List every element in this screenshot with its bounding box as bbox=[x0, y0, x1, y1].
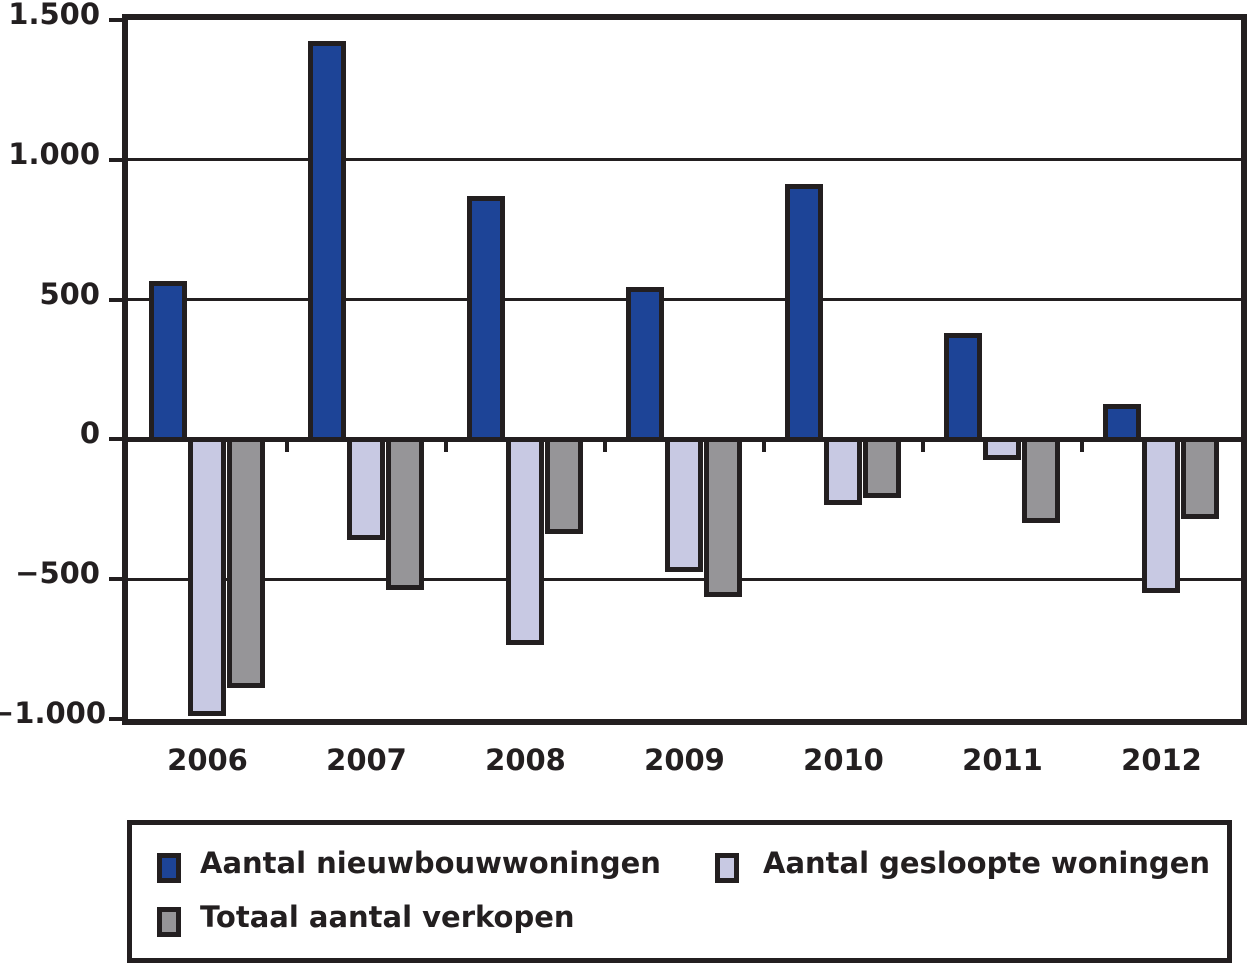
y-tick-label-0: 0 bbox=[79, 416, 100, 451]
bar-aantal-nieuwbouwwoningen-2007 bbox=[308, 40, 346, 443]
bar-aantal-gesloopte-woningen-2006 bbox=[188, 437, 226, 717]
bar-totaal-aantal-verkopen-2006 bbox=[227, 437, 265, 689]
bar-totaal-aantal-verkopen-2011 bbox=[1022, 437, 1060, 524]
x-tick-boundary-5 bbox=[921, 439, 925, 453]
legend-label-totaal-verkopen: Totaal aantal verkopen bbox=[200, 900, 575, 934]
bar-aantal-nieuwbouwwoningen-2012 bbox=[1103, 404, 1141, 443]
y-tick-label--1000: −1.000 bbox=[0, 696, 107, 730]
x-axis-label-2012: 2012 bbox=[1121, 743, 1202, 777]
x-tick-boundary-3 bbox=[603, 439, 607, 453]
y-tick-0 bbox=[109, 437, 122, 442]
bar-aantal-gesloopte-woningen-2011 bbox=[983, 437, 1021, 461]
y-tick-label-500: 500 bbox=[39, 276, 100, 311]
bar-totaal-aantal-verkopen-2008 bbox=[545, 437, 583, 535]
y-tick--500 bbox=[109, 577, 122, 582]
x-axis-label-2010: 2010 bbox=[803, 743, 884, 777]
bar-aantal-gesloopte-woningen-2010 bbox=[824, 437, 862, 506]
y-tick-label-1500: 1.500 bbox=[8, 0, 100, 31]
x-axis-label-2006: 2006 bbox=[167, 743, 248, 777]
x-tick-boundary-1 bbox=[285, 439, 289, 453]
x-tick-boundary-4 bbox=[762, 439, 766, 453]
x-axis-label-2009: 2009 bbox=[644, 743, 725, 777]
x-tick-boundary-2 bbox=[444, 439, 448, 453]
x-axis-label-2007: 2007 bbox=[326, 743, 407, 777]
bar-totaal-aantal-verkopen-2009 bbox=[704, 437, 742, 598]
bar-aantal-gesloopte-woningen-2008 bbox=[506, 437, 544, 645]
bar-aantal-nieuwbouwwoningen-2010 bbox=[785, 183, 823, 443]
legend: Aantal nieuwbouwwoningen Aantal gesloopt… bbox=[127, 820, 1232, 963]
bar-totaal-aantal-verkopen-2012 bbox=[1181, 437, 1219, 520]
legend-label-gesloopte-woningen: Aantal gesloopte woningen bbox=[763, 846, 1211, 880]
plot-area bbox=[109, 14, 1247, 725]
bar-aantal-gesloopte-woningen-2009 bbox=[665, 437, 703, 573]
gridline--500 bbox=[128, 577, 1241, 581]
bar-aantal-nieuwbouwwoningen-2009 bbox=[626, 287, 664, 443]
bar-totaal-aantal-verkopen-2007 bbox=[386, 437, 424, 591]
legend-swatch-totaal-verkopen bbox=[157, 907, 181, 937]
bar-aantal-nieuwbouwwoningen-2008 bbox=[467, 196, 505, 443]
y-tick-1500 bbox=[109, 18, 122, 22]
bar-aantal-gesloopte-woningen-2012 bbox=[1142, 437, 1180, 594]
gridline-500 bbox=[128, 298, 1241, 302]
x-axis-label-2011: 2011 bbox=[962, 743, 1043, 777]
x-axis-label-2008: 2008 bbox=[485, 743, 566, 777]
legend-swatch-gesloopte-woningen bbox=[715, 853, 739, 883]
legend-label-nieuwbouwwoningen: Aantal nieuwbouwwoningen bbox=[200, 846, 661, 880]
y-tick-500 bbox=[109, 297, 122, 302]
y-tick-1000 bbox=[109, 157, 122, 162]
bar-totaal-aantal-verkopen-2010 bbox=[863, 437, 901, 499]
gridline-1000 bbox=[128, 158, 1241, 162]
y-tick-label--500: −500 bbox=[15, 556, 100, 591]
bar-aantal-gesloopte-woningen-2007 bbox=[347, 437, 385, 541]
y-axis-labels: 1.500 1.000 500 0 −500 −1.000 bbox=[0, 0, 107, 967]
bar-aantal-nieuwbouwwoningen-2011 bbox=[944, 333, 982, 443]
y-tick-label-1000: 1.000 bbox=[8, 136, 100, 171]
bar-aantal-nieuwbouwwoningen-2006 bbox=[149, 281, 187, 443]
x-tick-boundary-6 bbox=[1080, 439, 1084, 453]
y-tick--1000 bbox=[109, 717, 122, 721]
legend-swatch-nieuwbouwwoningen bbox=[157, 853, 181, 883]
